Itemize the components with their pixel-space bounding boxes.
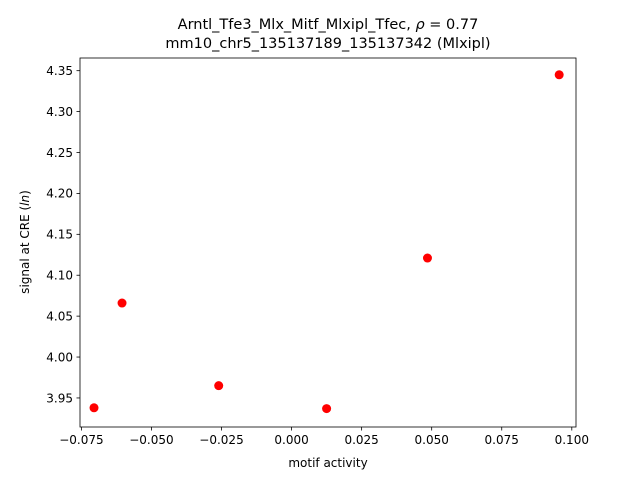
- y-axis-label: signal at CRE (ln): [18, 190, 32, 294]
- plot-area: −0.075 −0.050 −0.025 0.000 0.025 0.050 0.075 0.…: [46, 57, 589, 447]
- y-tick-label: 4.15: [46, 228, 73, 242]
- y-tick-label: 4.10: [46, 269, 73, 283]
- x-tick-label: 0.000: [274, 433, 308, 447]
- y-tick-label: 4.25: [46, 146, 73, 160]
- data-point: [554, 70, 564, 80]
- x-tick-label: 0.025: [344, 433, 378, 447]
- data-point: [89, 403, 99, 413]
- x-tick-label: 0.050: [415, 433, 449, 447]
- x-axis-label: motif activity: [288, 456, 367, 470]
- x-tick-label: 0.100: [555, 433, 589, 447]
- data-point: [322, 404, 332, 414]
- axes-frame: [79, 57, 577, 428]
- data-point: [422, 253, 432, 263]
- x-tick-label: 0.075: [485, 433, 519, 447]
- data-point: [214, 381, 224, 391]
- x-tick-label: −0.075: [59, 433, 103, 447]
- y-tick-label: 4.20: [46, 187, 73, 201]
- y-tick-label: 4.30: [46, 105, 73, 119]
- x-tick-label: −0.050: [129, 433, 173, 447]
- chart-title-line1: Arntl_Tfe3_Mlx_Mitf_Mlxipl_Tfec, ρ = 0.7…: [178, 17, 479, 33]
- y-tick-label: 4.05: [46, 309, 73, 323]
- data-point: [117, 298, 127, 308]
- y-tick-label: 4.35: [46, 64, 73, 78]
- chart-title-line2: mm10_chr5_135137189_135137342 (Mlxipl): [165, 36, 490, 52]
- y-tick-label: 3.95: [46, 391, 73, 405]
- x-tick-label: −0.025: [199, 433, 243, 447]
- y-tick-label: 4.00: [46, 350, 73, 364]
